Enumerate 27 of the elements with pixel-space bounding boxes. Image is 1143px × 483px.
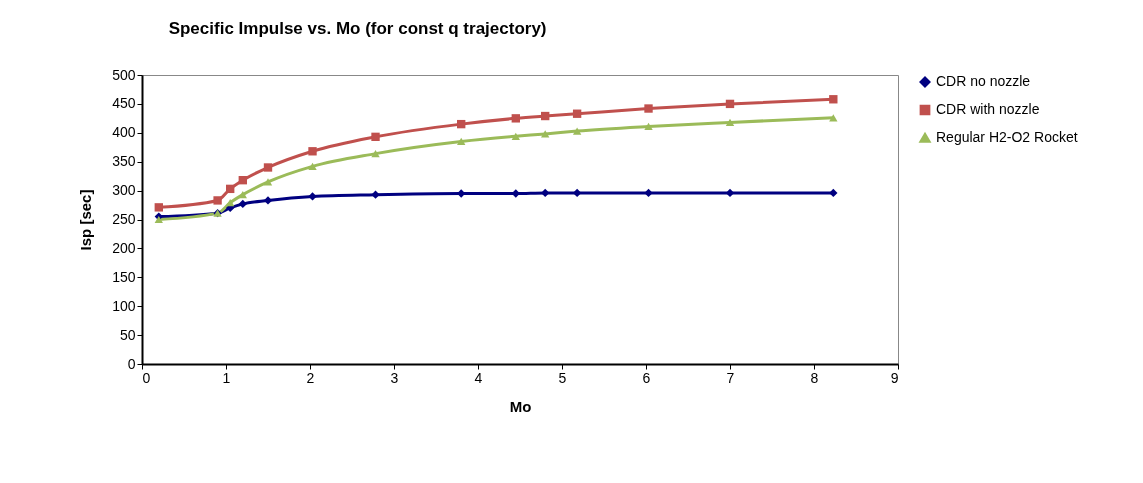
- x-tick-label: 0: [142, 369, 151, 386]
- x-tick-label: 3: [390, 369, 399, 386]
- y-tick-label: 150: [112, 268, 136, 285]
- y-axis-title: Isp [sec]: [77, 189, 95, 251]
- x-tick-label: 2: [306, 369, 315, 386]
- x-tick-label: 4: [474, 369, 483, 386]
- legend-label: Regular H2-O2 Rocket: [936, 129, 1078, 145]
- y-tick-label: 500: [112, 66, 136, 83]
- chart-title: Specific Impulse vs. Mo (for const q trajectory): [168, 19, 547, 38]
- x-tick-label: 8: [810, 369, 819, 386]
- x-axis-title: Mo: [509, 397, 532, 415]
- x-tick-label: 9: [890, 369, 899, 386]
- x-tick-label: 5: [558, 369, 567, 386]
- x-tick-label: 1: [222, 369, 231, 386]
- y-tick-label: 200: [112, 239, 136, 256]
- y-tick-label: 450: [112, 95, 136, 112]
- y-tick-label: 50: [119, 326, 136, 343]
- legend-label: CDR with nozzle: [936, 101, 1040, 117]
- y-tick-label: 100: [112, 297, 136, 314]
- y-tick-label: 350: [112, 153, 136, 170]
- x-tick-label: 6: [642, 369, 651, 386]
- y-tick-label: 250: [112, 211, 136, 227]
- legend-label: CDR no nozzle: [936, 73, 1031, 89]
- y-tick-label: 0: [127, 355, 136, 372]
- y-tick-label: 400: [112, 124, 136, 141]
- x-tick-label: 7: [726, 369, 735, 386]
- y-tick-label: 300: [112, 182, 136, 199]
